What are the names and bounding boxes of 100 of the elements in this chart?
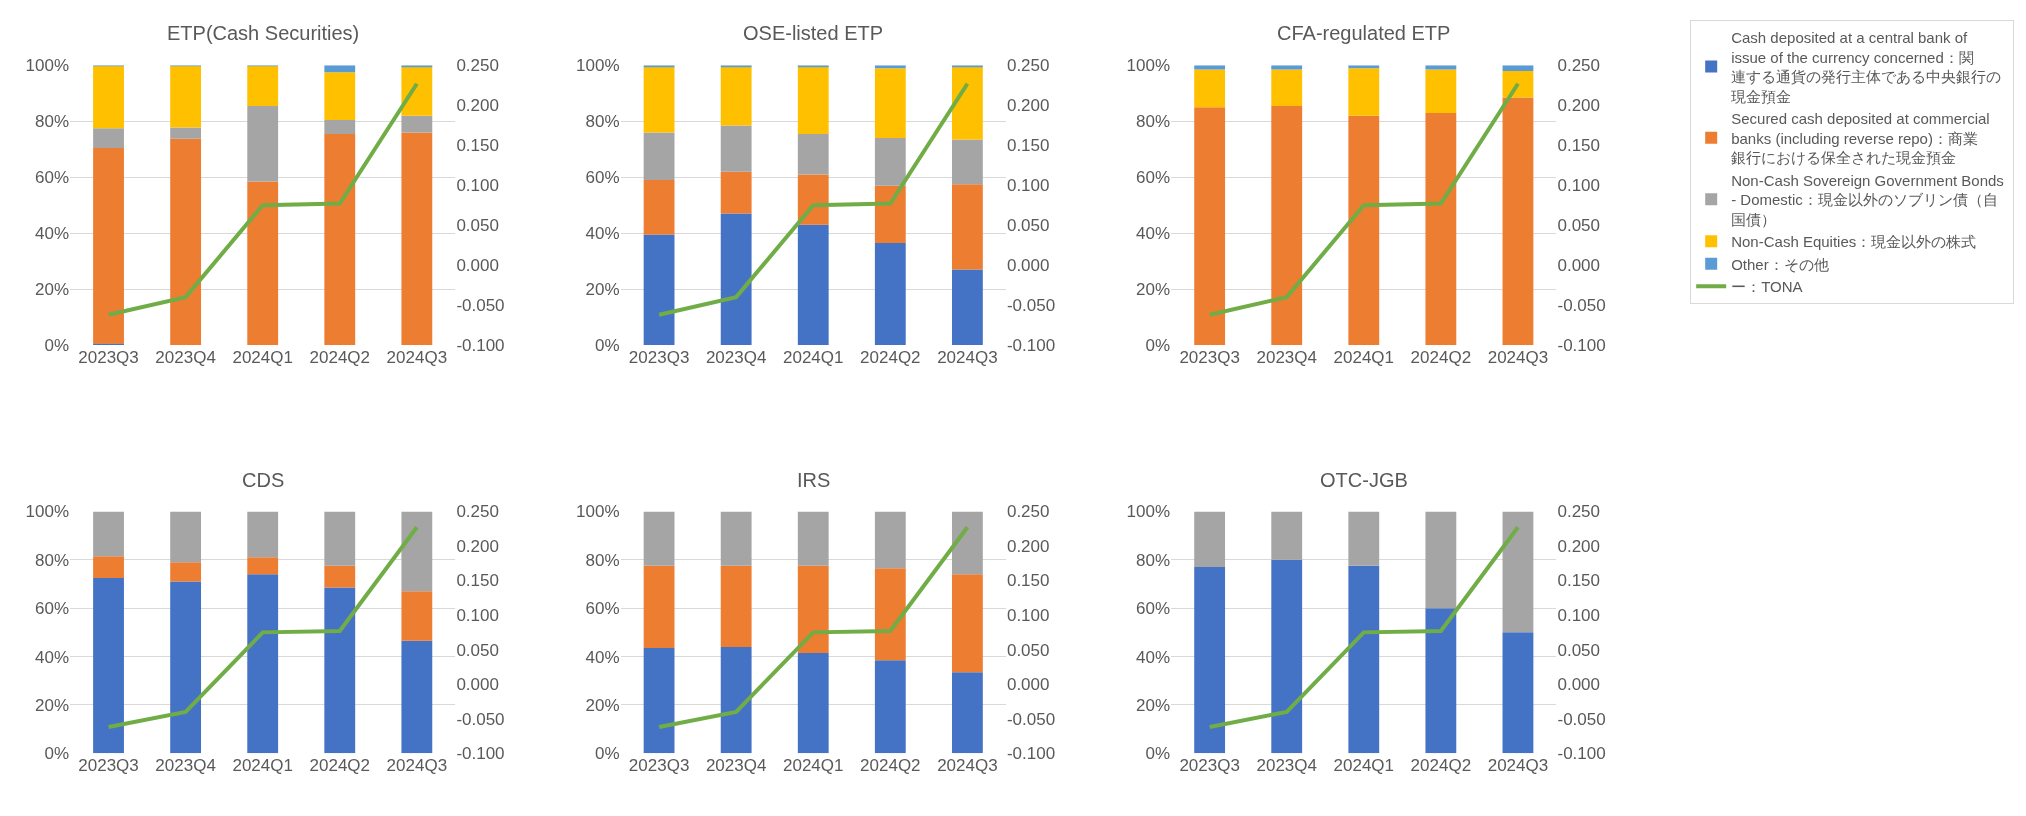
y-tick-label: 0% [44, 336, 69, 356]
y-tick-label: 80% [34, 550, 69, 570]
y2-tick-label: 0.150 [1557, 136, 1601, 156]
y-tick-label: 80% [585, 112, 620, 132]
y2-tick-label: 0.100 [1557, 176, 1601, 196]
y-tick-label: 60% [34, 599, 69, 619]
y2-tick-label: -0.050 [1006, 296, 1056, 316]
y2-tick-label: 0.150 [1006, 136, 1050, 156]
y-tick-label: 80% [585, 550, 620, 570]
y-tick-label: 80% [1136, 112, 1171, 132]
y-tick-label: 100% [576, 56, 620, 76]
y2-tick-label: 0.050 [1006, 640, 1050, 660]
x-tick-label: 2023Q3 [628, 756, 690, 776]
legend-label: ー：TONA [1731, 278, 1803, 296]
y-tick-label: 20% [585, 695, 620, 715]
y2-tick-label: -0.050 [456, 709, 505, 729]
y-tick-label: 20% [34, 695, 69, 715]
x-tick-label: 2023Q4 [705, 756, 767, 776]
y2-tick-label: 0.000 [1006, 256, 1050, 276]
y2-tick-label: -0.100 [456, 744, 505, 764]
x-tick-label: 2024Q1 [782, 348, 844, 368]
y2-tick-label: -0.100 [456, 336, 505, 356]
y-tick-label: 100% [576, 502, 620, 522]
y2-tick-label: -0.100 [1006, 744, 1056, 764]
y-tick-label: 60% [585, 168, 620, 188]
x-tick-label: 2024Q3 [1487, 756, 1549, 776]
x-tick-label: 2024Q1 [782, 756, 844, 776]
chart-title: OTC-JGB [1320, 469, 1408, 491]
y2-tick-label: -0.050 [1557, 709, 1606, 729]
legend-label: Non-Cash Equities：現金以外の株式 [1731, 233, 1977, 251]
y-tick-label: 20% [1136, 695, 1171, 715]
y-tick-label: 0% [1145, 744, 1171, 764]
x-tick-label: 2023Q4 [705, 348, 767, 368]
y2-tick-label: 0.050 [1557, 216, 1601, 236]
y2-tick-label: 0.200 [1557, 96, 1601, 116]
y2-tick-label: -0.050 [456, 296, 505, 316]
y-tick-label: 100% [25, 56, 69, 76]
y2-tick-label: 0.150 [1006, 571, 1050, 591]
x-tick-label: 2024Q2 [309, 348, 371, 368]
y2-tick-label: -0.050 [1557, 296, 1606, 316]
chart-title: ETP(Cash Securities) [167, 22, 360, 44]
y2-tick-label: 0.000 [1006, 675, 1050, 695]
y2-tick-label: 0.200 [1557, 536, 1601, 556]
legend-label: Non-Cash Sovereign Government Bonds - Domestic：現金以外のソブリン債（自国債） [1731, 171, 2008, 228]
y2-tick-label: 0.100 [1006, 606, 1050, 626]
y2-tick-label: 0.200 [456, 536, 499, 556]
x-tick-label: 2024Q3 [386, 348, 448, 368]
y2-tick-label: 0.250 [1006, 502, 1050, 522]
y-tick-label: 0% [44, 744, 69, 764]
y-tick-label: 40% [1136, 647, 1171, 667]
x-tick-label: 2024Q2 [860, 348, 921, 368]
legend-label: Secured cash deposited at commercial banks (including reverse repo)：商業銀行における保全された現金預金 [1731, 110, 1990, 167]
y2-tick-label: 0.100 [456, 176, 499, 196]
x-tick-label: 2023Q3 [1179, 756, 1240, 776]
y-tick-label: 60% [34, 168, 69, 188]
x-tick-label: 2023Q3 [1179, 348, 1240, 368]
x-tick-label: 2023Q3 [628, 348, 690, 368]
x-tick-label: 2024Q2 [1410, 756, 1472, 776]
x-tick-label: 2023Q3 [78, 756, 139, 776]
x-tick-label: 2024Q1 [232, 348, 293, 368]
y-tick-label: 20% [1136, 280, 1171, 300]
y-tick-label: 60% [585, 599, 620, 619]
y2-tick-label: 0.100 [456, 606, 499, 626]
x-tick-label: 2024Q3 [386, 756, 448, 776]
y-tick-label: 40% [585, 224, 620, 244]
y2-tick-label: 0.050 [1006, 216, 1050, 236]
legend-label: Other：その他 [1731, 255, 1829, 273]
y-tick-label: 80% [34, 112, 69, 132]
chart-title: CDS [242, 469, 285, 491]
y2-tick-label: 0.250 [1557, 56, 1601, 76]
y-tick-label: 20% [585, 280, 620, 300]
y-tick-label: 0% [1145, 336, 1171, 356]
x-tick-label: 2023Q4 [1256, 756, 1317, 776]
x-tick-label: 2024Q3 [937, 348, 998, 368]
y2-tick-label: 0.200 [456, 96, 499, 116]
y2-tick-label: 0.050 [456, 216, 499, 236]
x-tick-label: 2023Q4 [155, 348, 216, 368]
y2-tick-label: -0.050 [1006, 709, 1056, 729]
y-tick-label: 100% [25, 502, 69, 522]
y2-tick-label: -0.100 [1557, 744, 1606, 764]
x-tick-label: 2024Q2 [309, 756, 371, 776]
y-tick-label: 100% [1126, 502, 1171, 522]
x-tick-label: 2023Q4 [155, 756, 216, 776]
y2-tick-label: 0.250 [1557, 502, 1601, 522]
x-tick-label: 2024Q1 [232, 756, 293, 776]
y2-tick-label: 0.250 [456, 502, 499, 522]
x-tick-label: 2024Q1 [1333, 756, 1395, 776]
y-tick-label: 40% [585, 647, 620, 667]
y-tick-label: 40% [1136, 224, 1171, 244]
y2-tick-label: 0.000 [1557, 675, 1601, 695]
y2-tick-label: 0.150 [1557, 571, 1601, 591]
chart-title: IRS [797, 469, 831, 491]
y2-tick-label: 0.100 [1006, 176, 1050, 196]
y-tick-label: 60% [1136, 168, 1171, 188]
y-tick-label: 40% [34, 647, 69, 667]
y2-tick-label: 0.000 [456, 256, 499, 276]
y2-tick-label: -0.100 [1006, 336, 1056, 356]
x-tick-label: 2024Q2 [1410, 348, 1472, 368]
x-tick-label: 2023Q3 [78, 348, 139, 368]
y2-tick-label: 0.150 [456, 136, 499, 156]
